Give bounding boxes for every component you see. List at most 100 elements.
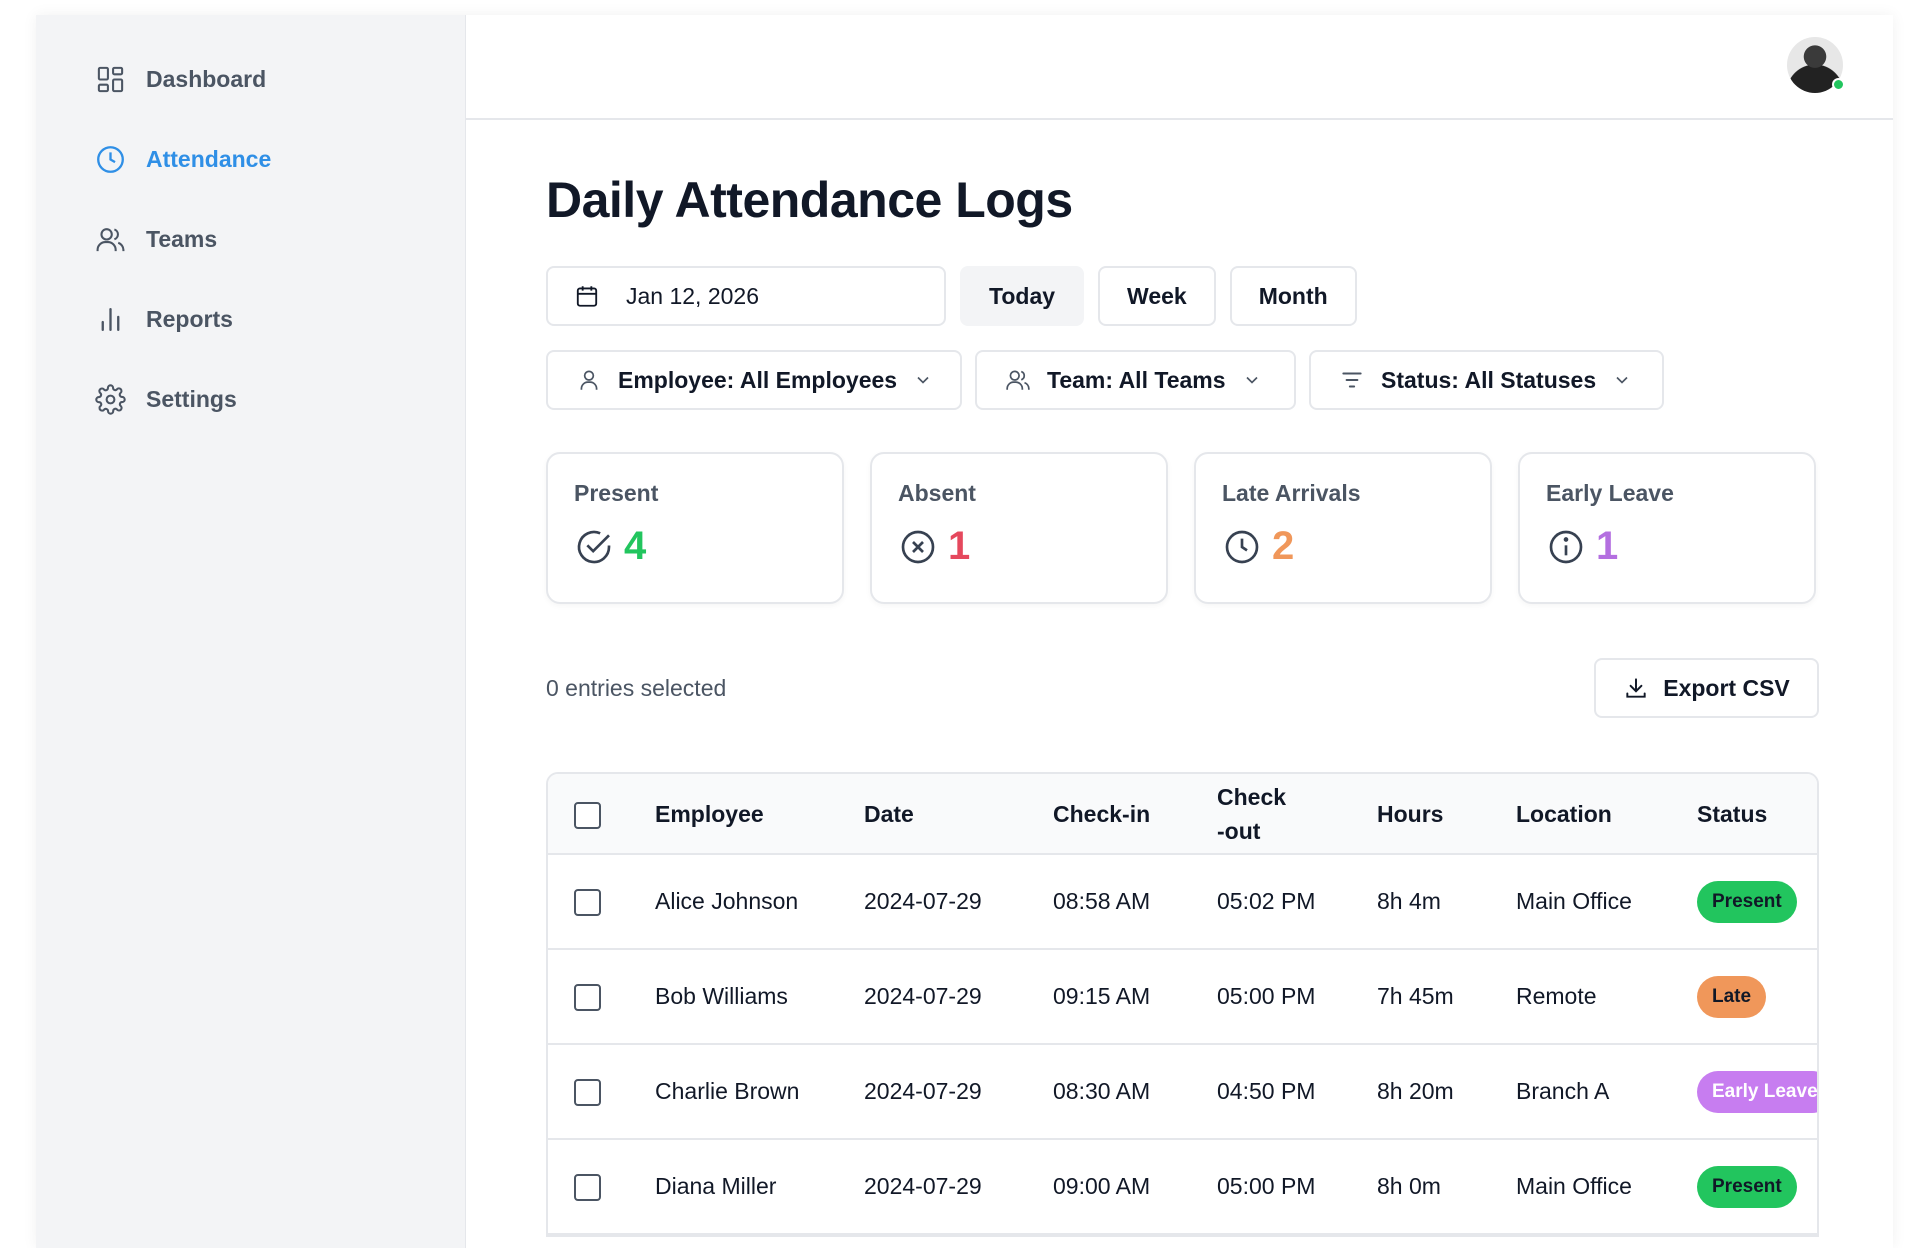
chevron-down-icon [1612,370,1632,390]
status-badge: Early Leave [1697,1070,1817,1113]
column-header-hours[interactable]: Hours [1377,774,1516,855]
info-icon [1549,530,1583,563]
row-checkbox[interactable] [574,983,601,1011]
column-header-date[interactable]: Date [864,774,1053,855]
date-cell: 2024-07-29 [864,1139,1053,1235]
employee-cell: Bob Williams [655,949,864,1045]
avatar[interactable] [1787,37,1845,93]
team-filter-dropdown[interactable]: Team: All Teams [975,350,1296,410]
date-value: Jan 12, 2026 [626,282,760,309]
selected-count: 0 entries selected [546,674,727,701]
clock-icon [1225,530,1259,563]
team-filter-label: Team: All Teams [1047,366,1226,393]
clock-icon [93,142,127,176]
employee-cell: Diana Miller [655,1139,864,1235]
x-circle-icon [901,530,935,563]
stat-label: Present [574,480,659,506]
absent-count: 1 [948,524,971,568]
late-arrivals-stat-card: Late Arrivals 2 [1194,452,1492,604]
month-button[interactable]: Month [1229,266,1357,326]
table-header-row: Employee Date Check-in Check -out Hours L… [548,774,1817,855]
date-picker[interactable]: Jan 12, 2026 [546,266,946,326]
check-out-cell: 04:50 PM [1217,1044,1377,1140]
early-leave-stat-card: Early Leave 1 [1518,452,1816,604]
stats-summary: Present 4 Absent 1 Late Arrivals [546,452,1819,604]
table-row[interactable]: Charlie Brown 2024-07-29 08:30 AM 04:50 … [548,1044,1817,1140]
export-csv-button[interactable]: Export CSV [1594,658,1819,718]
check-out-header-line2: -out [1217,817,1261,844]
column-header-location[interactable]: Location [1516,774,1697,855]
date-cell: 2024-07-29 [864,854,1053,950]
dashboard-icon [93,62,127,96]
table-row[interactable]: Bob Williams 2024-07-29 09:15 AM 05:00 P… [548,949,1817,1045]
location-cell: Remote [1516,949,1697,1045]
bar-chart-icon [93,302,127,336]
table-row[interactable]: Diana Miller 2024-07-29 09:00 AM 05:00 P… [548,1139,1817,1235]
late-count: 2 [1272,524,1295,568]
sidebar-item-label: Reports [146,305,233,332]
status-badge: Present [1697,1165,1797,1208]
sidebar-item-label: Dashboard [146,65,267,92]
filter-bar: Employee: All Employees Team: All Teams [546,350,1819,410]
employee-cell: Alice Johnson [655,854,864,950]
sidebar-item-attendance[interactable]: Attendance [36,119,465,199]
present-stat-card: Present 4 [546,452,844,604]
column-header-employee[interactable]: Employee [655,774,864,855]
stat-label: Early Leave [1546,480,1674,506]
hours-cell: 8h 4m [1377,854,1516,950]
table-row[interactable]: Alice Johnson 2024-07-29 08:58 AM 05:02 … [548,854,1817,950]
check-out-header-line1: Check [1217,783,1287,810]
column-header-check-in[interactable]: Check-in [1053,774,1217,855]
sidebar-item-teams[interactable]: Teams [36,199,465,279]
check-circle-icon [577,530,611,563]
location-cell: Branch A [1516,1044,1697,1140]
employee-filter-dropdown[interactable]: Employee: All Employees [546,350,962,410]
filter-icon [1339,367,1365,393]
sidebar-item-dashboard[interactable]: Dashboard [36,39,465,119]
sidebar-item-label: Settings [146,385,237,412]
sidebar-item-settings[interactable]: Settings [36,359,465,439]
chevron-down-icon [913,370,933,390]
present-count: 4 [624,524,647,568]
hours-cell: 7h 45m [1377,949,1516,1045]
stat-label: Late Arrivals [1222,480,1361,506]
sidebar-item-reports[interactable]: Reports [36,279,465,359]
employee-cell: Charlie Brown [655,1044,864,1140]
sidebar-item-label: Attendance [146,145,272,172]
week-button[interactable]: Week [1098,266,1216,326]
stat-label: Absent [898,480,976,506]
row-checkbox[interactable] [574,1173,601,1201]
export-csv-label: Export CSV [1663,674,1790,701]
check-in-cell: 09:00 AM [1053,1139,1217,1235]
hours-cell: 8h 20m [1377,1044,1516,1140]
row-checkbox[interactable] [574,888,601,916]
sidebar: Dashboard Attendance Teams Reports Setti… [36,15,466,1248]
location-cell: Main Office [1516,854,1697,950]
chevron-down-icon [1242,370,1262,390]
status-filter-dropdown[interactable]: Status: All Statuses [1309,350,1664,410]
content: Daily Attendance Logs Jan 12, 2026 Today… [466,120,1893,1248]
users-icon [1005,367,1031,393]
date-range-controls: Jan 12, 2026 Today Week Month [546,266,1819,326]
column-header-status[interactable]: Status [1697,774,1817,855]
date-cell: 2024-07-29 [864,949,1053,1045]
main-area: Daily Attendance Logs Jan 12, 2026 Today… [466,15,1893,1248]
row-checkbox[interactable] [574,1078,601,1106]
check-in-cell: 08:30 AM [1053,1044,1217,1140]
location-cell: Main Office [1516,1139,1697,1235]
selection-toolbar: 0 entries selected Export CSV [546,658,1819,718]
page-title: Daily Attendance Logs [546,172,1073,228]
sidebar-item-label: Teams [146,225,218,252]
gear-icon [93,382,127,416]
select-all-checkbox[interactable] [574,801,601,829]
today-button[interactable]: Today [960,266,1085,326]
online-status-indicator [1832,78,1845,91]
attendance-table: Employee Date Check-in Check -out Hours L… [546,772,1819,1237]
hours-cell: 8h 0m [1377,1139,1516,1235]
status-filter-label: Status: All Statuses [1381,366,1597,393]
check-out-cell: 05:00 PM [1217,1139,1377,1235]
column-header-check-out[interactable]: Check -out [1217,774,1377,855]
check-out-cell: 05:00 PM [1217,949,1377,1045]
date-cell: 2024-07-29 [864,1044,1053,1140]
employee-filter-label: Employee: All Employees [618,366,898,393]
